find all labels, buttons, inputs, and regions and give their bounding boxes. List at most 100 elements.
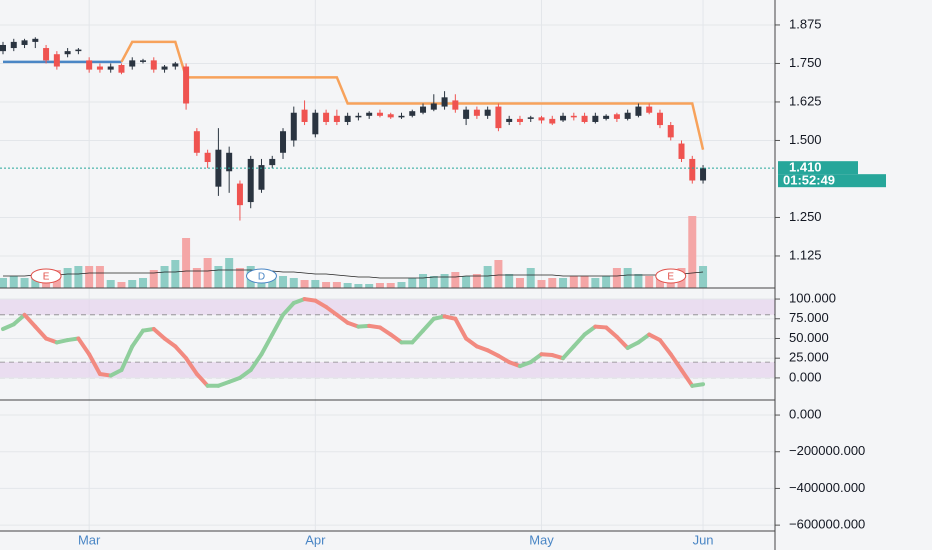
candle-body xyxy=(21,40,28,45)
volume-bar xyxy=(688,216,697,288)
candle-body xyxy=(441,97,448,107)
volume-bar xyxy=(612,268,621,288)
event-label: E xyxy=(667,272,674,283)
event-label: D xyxy=(258,272,265,283)
volume-bar xyxy=(311,280,320,288)
candle-body xyxy=(430,103,437,110)
oscillator-segment xyxy=(636,332,652,345)
candle-body xyxy=(538,117,545,121)
band xyxy=(0,362,775,378)
candle-body xyxy=(678,143,685,159)
oscillator-segment xyxy=(334,312,350,325)
oscillator-segment xyxy=(388,332,404,345)
oscillator-segment xyxy=(108,368,124,378)
volume-bar xyxy=(408,278,417,288)
volume-bar xyxy=(149,270,158,288)
volume-bar xyxy=(85,266,94,288)
volume-bar xyxy=(192,268,201,288)
event-marker xyxy=(30,268,62,284)
volume-bar xyxy=(645,276,654,288)
volume-bar xyxy=(591,278,600,288)
candle-body xyxy=(215,149,222,187)
volume-bar xyxy=(63,268,72,288)
candle-body xyxy=(290,112,297,141)
volume-bar xyxy=(365,284,374,288)
candle-body xyxy=(506,118,513,122)
oscillator-segment xyxy=(421,316,436,333)
oscillator-segment xyxy=(604,325,619,339)
volume-bar xyxy=(332,282,341,288)
candle-body xyxy=(226,152,233,172)
candle-body xyxy=(43,48,50,61)
volume-bar xyxy=(386,283,395,288)
volume-bar xyxy=(526,268,535,288)
candle-body xyxy=(570,115,577,118)
oscillator-segment xyxy=(237,368,253,380)
oscillator-segment xyxy=(33,324,49,341)
candle-body xyxy=(700,168,707,181)
oscillator-segment xyxy=(270,312,286,337)
countdown-tag xyxy=(778,174,886,188)
volume-bar xyxy=(537,280,546,288)
oscillator-segment xyxy=(130,328,146,349)
y-tick-label: −600000.000 xyxy=(789,517,865,532)
candle-body xyxy=(581,115,588,122)
oscillator-segment xyxy=(561,344,576,361)
candle-body xyxy=(613,114,620,119)
y-tick-label: 1.625 xyxy=(789,93,822,108)
x-tick-label: Mar xyxy=(78,532,101,547)
y-tick-label: −400000.000 xyxy=(789,480,865,495)
volume-bar xyxy=(106,280,115,288)
volume-bar xyxy=(634,274,643,288)
candle-body xyxy=(75,49,82,52)
candle-body xyxy=(107,66,114,70)
candle-body xyxy=(366,112,373,116)
oscillator-segment xyxy=(281,300,296,317)
price-tag-label: 1.410 xyxy=(789,160,822,175)
candle-body xyxy=(549,118,556,124)
y-tick-label: 0.000 xyxy=(789,406,822,421)
candle-body xyxy=(312,112,319,135)
oscillator-segment xyxy=(464,336,479,349)
volume-bar xyxy=(494,260,503,288)
candle-body xyxy=(280,131,287,153)
volume-bar xyxy=(214,266,223,288)
candle-body xyxy=(32,38,39,42)
oscillator-segment xyxy=(625,340,641,350)
volume-bar xyxy=(602,276,611,288)
volume-bar xyxy=(354,284,363,288)
volume-bar xyxy=(128,280,137,288)
oscillator-segment xyxy=(657,338,673,357)
oscillator-segment xyxy=(194,371,210,388)
candle-body xyxy=(689,158,696,181)
volume-bar xyxy=(375,283,384,288)
candle-body xyxy=(409,111,416,116)
candle-body xyxy=(420,106,427,113)
oscillator-segment xyxy=(485,348,501,358)
oscillator-segment xyxy=(313,298,329,309)
oscillator-segment xyxy=(377,325,393,337)
oscillator-segment xyxy=(119,344,135,373)
volume-bar xyxy=(300,280,309,288)
oscillator-segment xyxy=(453,316,469,341)
volume-bar xyxy=(569,276,578,288)
volume-bar xyxy=(505,274,514,288)
y-tick-label: 0.000 xyxy=(789,369,822,384)
y-tick-label: −200000.000 xyxy=(789,443,865,458)
candle-body xyxy=(236,183,243,206)
volume-bar xyxy=(203,258,212,288)
y-tick-label: 25.000 xyxy=(789,350,829,365)
event-marker xyxy=(245,268,277,284)
volume-bar xyxy=(117,282,126,288)
volume-bar xyxy=(580,276,589,288)
oscillator-segment xyxy=(668,352,684,373)
oscillator-segment xyxy=(679,368,695,388)
candle-body xyxy=(560,115,567,121)
oscillator-segment xyxy=(248,352,264,373)
volume-ma xyxy=(3,269,704,279)
candle-body xyxy=(463,109,470,119)
y-tick-label: 100.000 xyxy=(789,290,836,305)
candle-body xyxy=(344,115,351,122)
candle-body xyxy=(473,109,480,116)
